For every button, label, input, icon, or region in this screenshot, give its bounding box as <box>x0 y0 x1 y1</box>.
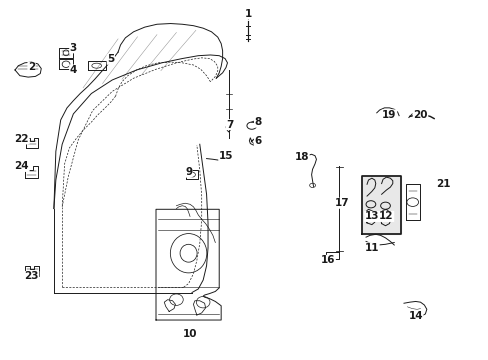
Text: 17: 17 <box>334 198 348 208</box>
Text: 4: 4 <box>69 65 77 75</box>
Polygon shape <box>362 176 400 234</box>
Text: 8: 8 <box>254 117 261 127</box>
Text: 14: 14 <box>407 311 422 321</box>
Text: 19: 19 <box>382 110 396 120</box>
Text: 15: 15 <box>218 151 233 161</box>
Text: 3: 3 <box>70 43 77 53</box>
Text: 22: 22 <box>15 134 29 144</box>
Text: 11: 11 <box>364 243 378 253</box>
Text: 10: 10 <box>183 329 197 339</box>
Text: 12: 12 <box>379 211 393 221</box>
Text: 23: 23 <box>24 271 39 282</box>
Text: 16: 16 <box>320 255 335 265</box>
Text: 13: 13 <box>364 211 378 221</box>
Text: 1: 1 <box>244 9 251 19</box>
Text: 9: 9 <box>184 167 192 177</box>
Text: 18: 18 <box>294 152 308 162</box>
Text: 6: 6 <box>254 136 261 146</box>
Text: 24: 24 <box>15 161 29 171</box>
Text: 2: 2 <box>28 63 35 72</box>
Text: 5: 5 <box>107 54 114 64</box>
Text: 20: 20 <box>412 110 427 120</box>
Text: 7: 7 <box>226 120 233 130</box>
Text: 21: 21 <box>435 179 449 189</box>
